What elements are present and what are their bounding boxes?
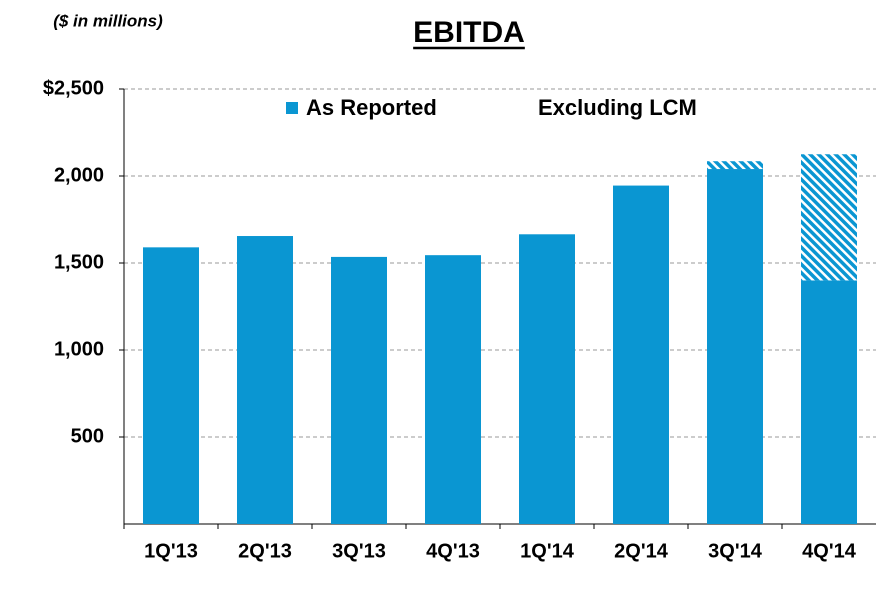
bar [331, 256, 387, 524]
legend-label: Excluding LCM [538, 95, 697, 120]
y-tick-label: 2,000 [54, 164, 104, 186]
x-tick-label: 1Q'14 [520, 540, 575, 562]
chart-subtitle: ($ in millions) [53, 11, 163, 30]
chart-title: EBITDA [413, 16, 525, 49]
x-tick-label: 2Q'13 [238, 540, 292, 562]
x-tick-label: 3Q'14 [708, 540, 763, 562]
bar [519, 234, 575, 525]
y-tick-label: $2,500 [43, 77, 104, 99]
y-tick-label: 1,500 [54, 251, 104, 273]
x-tick-label: 3Q'13 [332, 540, 386, 562]
y-tick-label: 500 [71, 425, 104, 447]
bar [801, 154, 857, 281]
bar [707, 169, 763, 525]
x-tick-label: 4Q'13 [426, 540, 480, 562]
x-tick-label: 4Q'14 [802, 540, 857, 562]
bar [143, 247, 199, 524]
legend-marker [286, 102, 298, 114]
bar [707, 161, 763, 170]
bar [801, 280, 857, 524]
y-tick-label: 1,000 [54, 338, 104, 360]
bar [237, 236, 293, 524]
x-tick-label: 1Q'13 [144, 540, 198, 562]
legend-label: As Reported [306, 95, 437, 120]
x-tick-label: 2Q'14 [614, 540, 669, 562]
bar [425, 255, 481, 525]
bar [613, 185, 669, 524]
